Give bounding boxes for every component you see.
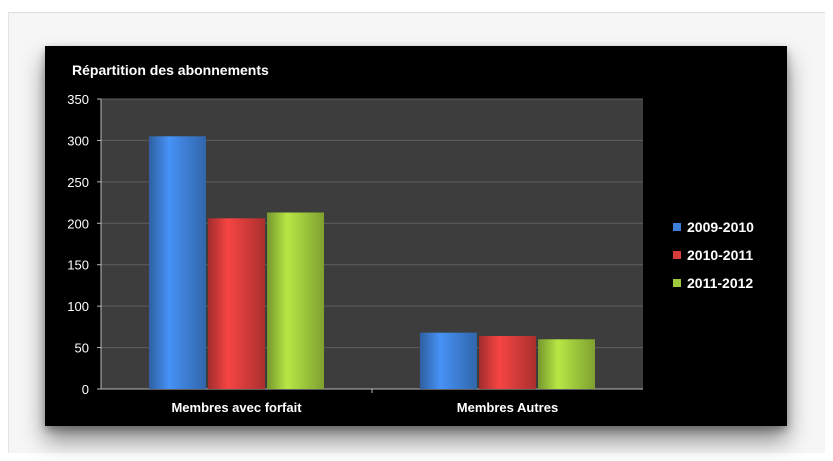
chart-card: Répartition des abonnements 0 50 100 150 200…	[45, 46, 787, 426]
bar-2010-2011-2	[479, 335, 536, 389]
y-tick-label: 0	[82, 382, 89, 397]
y-tick-label: 200	[67, 216, 89, 231]
y-tick-label: 150	[67, 258, 89, 273]
y-tick-label: 100	[67, 299, 89, 314]
bar-2011-2012-1	[267, 212, 324, 389]
bar-2011-2012-2	[538, 339, 595, 389]
bar-2010-2011-1	[208, 218, 265, 389]
legend-swatch	[673, 223, 681, 231]
bar-2009-2010-2	[420, 332, 477, 389]
legend-label: 2010-2011	[687, 247, 753, 263]
y-tick-label: 300	[67, 133, 89, 148]
y-tick-label: 50	[75, 341, 89, 356]
legend-swatch	[673, 279, 681, 287]
category-label: Membres avec forfait	[171, 400, 302, 415]
bar-2009-2010-1	[149, 136, 206, 389]
legend-label: 2009-2010	[687, 219, 754, 235]
chart-title: Répartition des abonnements	[72, 62, 269, 78]
y-tick-label: 250	[67, 175, 89, 190]
category-label: Membres Autres	[457, 400, 558, 415]
legend-swatch	[673, 251, 681, 259]
legend-label: 2011-2012	[687, 275, 753, 291]
y-tick-label: 350	[67, 92, 89, 107]
bar-chart: Répartition des abonnements 0 50 100 150 200…	[67, 62, 754, 415]
page-frame: Répartition des abonnements 0 50 100 150 200…	[8, 12, 825, 453]
